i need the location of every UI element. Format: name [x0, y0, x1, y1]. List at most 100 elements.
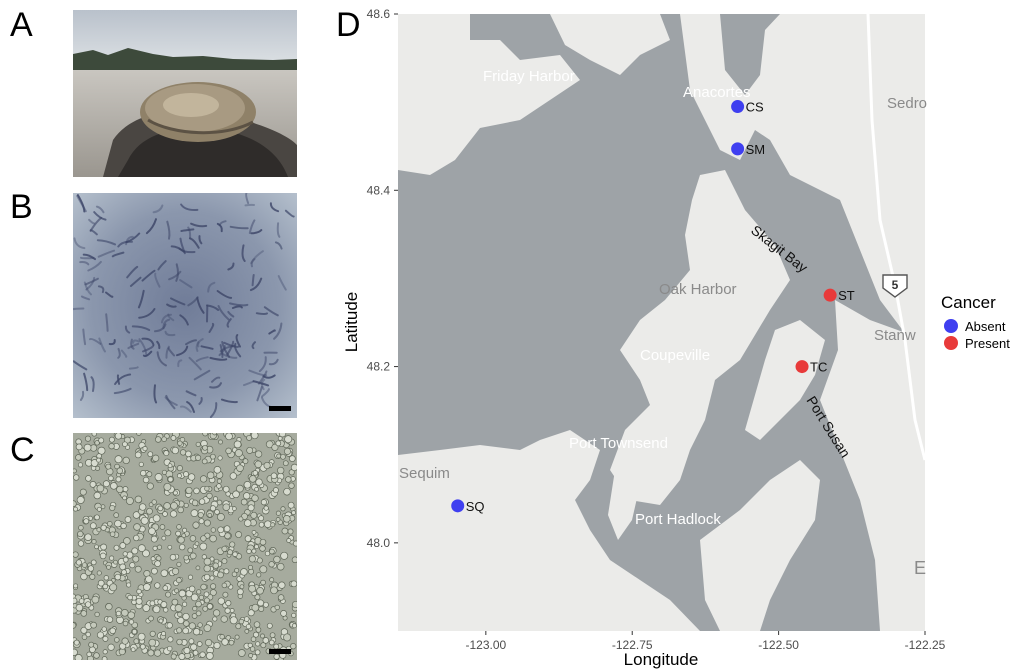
round-cell [167, 463, 173, 469]
round-cell [222, 591, 229, 598]
round-cell [78, 525, 84, 531]
round-cell [170, 653, 177, 660]
cell-process [95, 205, 105, 214]
round-cell [96, 457, 102, 463]
round-cell [237, 649, 246, 657]
cell-process [208, 322, 215, 333]
round-cell [210, 453, 216, 460]
round-cell [243, 519, 252, 527]
round-cell [195, 610, 202, 617]
whidbey-island [610, 170, 790, 505]
round-cell [221, 638, 229, 646]
cell-process [274, 241, 283, 250]
round-cell [136, 433, 142, 436]
cell-process [164, 330, 176, 337]
round-cell [290, 643, 297, 650]
round-cell [119, 542, 127, 549]
cell-process [138, 338, 148, 357]
panel-letter-d: D [336, 6, 361, 44]
site-label-sm: SM [746, 142, 766, 157]
cell-process [167, 347, 176, 357]
round-cell [287, 501, 295, 509]
round-cell [248, 653, 254, 658]
cell-process [167, 313, 175, 322]
round-cell [152, 514, 161, 523]
round-cell [223, 525, 231, 533]
round-cell [154, 582, 161, 589]
round-cell [89, 522, 97, 530]
round-cell [221, 582, 228, 589]
round-cell [149, 630, 156, 637]
cell-process [89, 216, 103, 232]
round-cell [291, 600, 297, 609]
round-cell [247, 504, 255, 512]
label-stanwood: Stanw [874, 327, 916, 344]
round-cell [229, 616, 238, 625]
round-cell [156, 544, 163, 550]
round-cell [270, 472, 278, 480]
highway-5-label: 5 [892, 278, 899, 292]
cell-process [218, 220, 227, 226]
cell-process [129, 276, 142, 287]
y-axis-title: Latitude [342, 292, 361, 353]
round-cell [278, 581, 286, 589]
y-tick-label: 48.4 [367, 183, 391, 197]
round-cell [268, 639, 275, 646]
round-cell [124, 516, 132, 523]
round-cell [116, 467, 124, 475]
kitsap-peninsula [700, 460, 820, 631]
round-cell [176, 561, 182, 567]
round-cell [254, 544, 259, 550]
round-cell [164, 529, 172, 537]
round-cell [232, 551, 238, 557]
round-cell [88, 641, 95, 648]
round-cell [246, 446, 254, 454]
round-cell [102, 649, 108, 655]
round-cell [216, 513, 225, 521]
round-cell [101, 656, 108, 660]
y-tick-label: 48.0 [367, 536, 391, 550]
round-cell [291, 556, 297, 564]
round-cell [159, 524, 166, 530]
cell-process [220, 398, 238, 404]
round-cell [286, 538, 292, 543]
round-cell [96, 570, 102, 576]
cell-process [156, 340, 161, 350]
round-cell [270, 522, 276, 528]
round-cell [247, 642, 253, 648]
clam-photo-image [73, 10, 297, 177]
round-cell [162, 585, 169, 591]
round-cell [195, 441, 201, 447]
round-cell [188, 585, 196, 593]
round-cell [138, 461, 144, 467]
round-cell [214, 509, 220, 515]
round-cell [260, 642, 267, 649]
cell-process [73, 360, 88, 371]
site-label-tc: TC [810, 360, 827, 375]
round-cell [116, 485, 124, 494]
cell-process [217, 305, 230, 321]
round-cell [248, 584, 256, 593]
round-cell [94, 440, 100, 446]
round-cell [93, 652, 100, 659]
round-cell [114, 455, 123, 464]
legend-swatch-present [944, 336, 958, 350]
cell-process [84, 277, 99, 286]
round-cell [272, 487, 279, 494]
round-cell [251, 530, 257, 535]
round-cell [243, 481, 252, 489]
round-cell [202, 605, 209, 612]
cell-process [216, 290, 233, 299]
round-cell [251, 603, 260, 612]
round-cell [122, 441, 128, 447]
round-cell [157, 505, 164, 512]
cell-process [138, 308, 156, 319]
round-cell [236, 464, 244, 472]
photo-cells-b [73, 193, 297, 418]
round-cell [187, 574, 194, 580]
round-cell [203, 591, 210, 598]
label-coupeville: Coupeville [640, 347, 710, 364]
round-cell [161, 436, 167, 442]
round-cell [174, 588, 180, 594]
round-cell [135, 597, 143, 605]
